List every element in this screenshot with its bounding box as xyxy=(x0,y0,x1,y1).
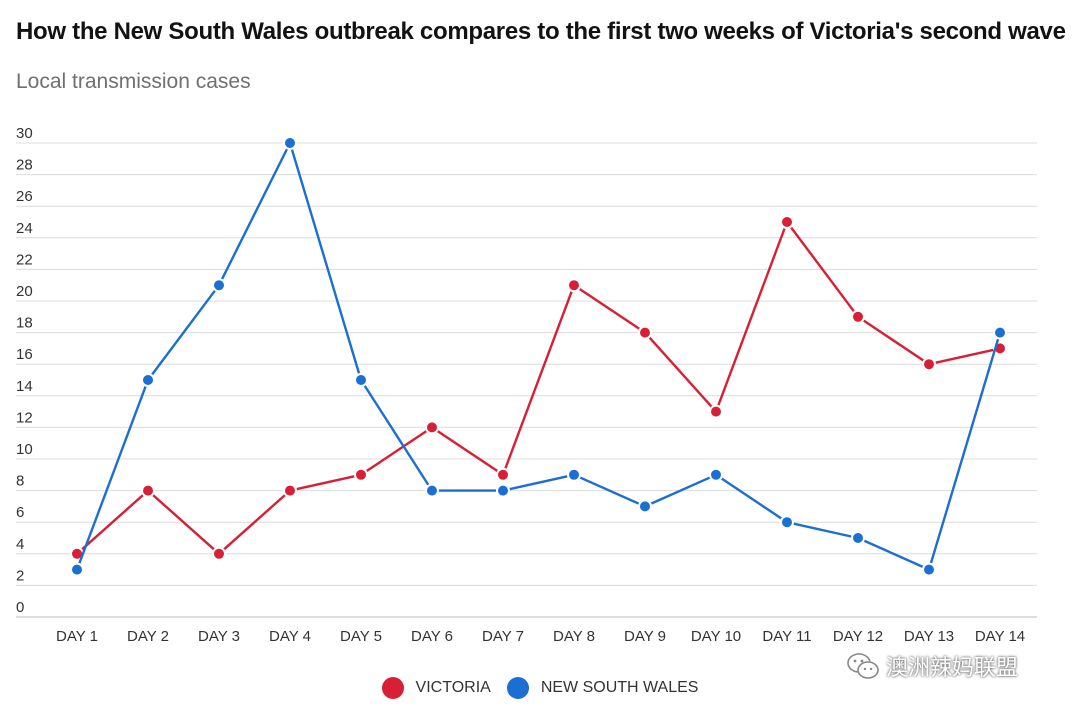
data-point-victoria xyxy=(141,483,155,498)
y-tick-label: 12 xyxy=(16,409,33,426)
watermark: 澳洲辣妈联盟 xyxy=(846,650,1018,682)
y-tick-label: 16 xyxy=(16,346,33,363)
x-tick-label: DAY 4 xyxy=(269,628,311,645)
wechat-icon xyxy=(847,653,879,679)
series-line-victoria xyxy=(76,220,1001,555)
y-tick-label: 26 xyxy=(16,188,33,205)
y-tick-label: 10 xyxy=(16,441,33,458)
data-point-nsw xyxy=(851,531,865,545)
y-tick-label: 8 xyxy=(16,473,24,490)
data-point-nsw xyxy=(70,562,84,577)
legend-swatch-nsw xyxy=(506,677,529,699)
data-point-victoria xyxy=(212,546,226,561)
data-point-nsw xyxy=(780,515,794,530)
data-point-nsw xyxy=(354,373,368,387)
data-point-nsw xyxy=(425,483,439,498)
x-tick-label: DAY 1 xyxy=(56,628,98,645)
y-tick-label: 22 xyxy=(16,251,33,268)
data-point-victoria xyxy=(780,215,794,229)
data-point-nsw xyxy=(638,499,652,514)
x-tick-label: DAY 8 xyxy=(553,628,595,645)
data-point-victoria xyxy=(851,309,865,324)
data-point-victoria xyxy=(638,325,652,340)
x-tick-label: DAY 14 xyxy=(975,628,1025,645)
y-tick-label: 2 xyxy=(16,567,24,584)
chart-title: How the New South Wales outbreak compare… xyxy=(16,18,1066,45)
x-tick-label: DAY 5 xyxy=(340,628,382,645)
y-tick-label: 0 xyxy=(16,599,24,616)
data-point-nsw xyxy=(496,483,510,498)
y-tick-label: 18 xyxy=(16,315,33,332)
data-point-victoria xyxy=(425,420,439,435)
y-tick-label: 20 xyxy=(16,283,33,300)
x-tick-label: DAY 12 xyxy=(833,628,883,645)
x-tick-label: DAY 9 xyxy=(624,628,666,645)
data-point-nsw xyxy=(993,325,1007,340)
data-point-victoria xyxy=(354,467,368,482)
y-tick-label: 4 xyxy=(16,536,24,553)
x-tick-label: DAY 13 xyxy=(904,628,954,645)
data-point-nsw xyxy=(283,136,297,150)
chart-legend: VICTORIA NEW SOUTH WALES xyxy=(0,677,1080,699)
x-tick-label: DAY 10 xyxy=(691,628,741,645)
data-point-victoria xyxy=(567,278,581,293)
data-point-victoria xyxy=(709,404,723,419)
legend-item-victoria[interactable]: VICTORIA xyxy=(381,677,491,699)
y-tick-label: 28 xyxy=(16,157,33,174)
y-tick-label: 6 xyxy=(16,504,24,521)
x-tick-label: DAY 6 xyxy=(411,628,453,645)
data-point-nsw xyxy=(141,373,155,387)
x-tick-label: DAY 2 xyxy=(127,628,169,645)
data-point-nsw xyxy=(709,467,723,482)
y-tick-label: 24 xyxy=(16,220,33,237)
x-tick-label: DAY 11 xyxy=(762,628,811,645)
y-tick-label: 14 xyxy=(16,378,33,395)
watermark-text: 澳洲辣妈联盟 xyxy=(886,655,1019,680)
series-line-nsw xyxy=(75,141,1002,571)
data-point-victoria xyxy=(496,467,510,482)
chart-subtitle: Local transmission cases xyxy=(16,70,251,93)
legend-item-nsw[interactable]: NEW SOUTH WALES xyxy=(506,677,699,699)
data-point-nsw xyxy=(922,562,936,577)
y-tick-label: 30 xyxy=(16,125,33,142)
legend-swatch-victoria xyxy=(381,677,404,699)
data-point-victoria xyxy=(922,357,936,372)
legend-label-nsw: NEW SOUTH WALES xyxy=(540,679,699,696)
legend-label-victoria: VICTORIA xyxy=(415,679,491,696)
x-tick-label: DAY 7 xyxy=(482,628,524,645)
data-point-nsw xyxy=(567,467,581,482)
data-point-victoria xyxy=(283,483,297,498)
x-tick-label: DAY 3 xyxy=(198,628,240,645)
data-point-nsw xyxy=(212,278,226,293)
